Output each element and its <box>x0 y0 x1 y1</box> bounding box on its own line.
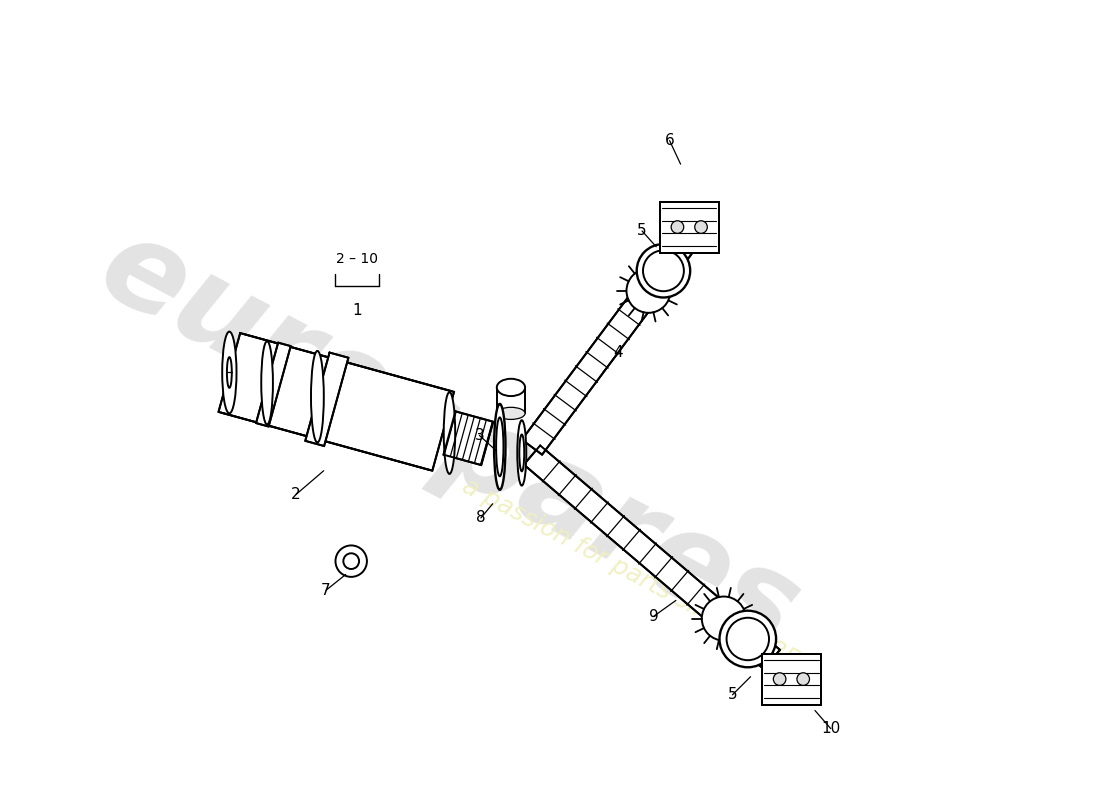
Text: 2 – 10: 2 – 10 <box>336 251 377 266</box>
Ellipse shape <box>497 407 525 419</box>
Text: 4: 4 <box>614 346 624 360</box>
Text: eurospares: eurospares <box>81 206 818 672</box>
Ellipse shape <box>644 250 684 291</box>
Ellipse shape <box>727 618 769 660</box>
Text: 1: 1 <box>352 303 362 318</box>
Ellipse shape <box>695 221 707 234</box>
Text: 7: 7 <box>321 582 331 598</box>
Ellipse shape <box>671 221 684 234</box>
Ellipse shape <box>497 378 525 396</box>
Text: 2: 2 <box>292 487 301 502</box>
Polygon shape <box>762 654 821 705</box>
Text: 10: 10 <box>821 721 840 736</box>
Polygon shape <box>219 333 454 470</box>
Polygon shape <box>306 353 349 446</box>
Polygon shape <box>524 446 780 669</box>
Ellipse shape <box>336 546 367 577</box>
Polygon shape <box>443 411 493 465</box>
Ellipse shape <box>496 418 504 476</box>
Polygon shape <box>660 202 718 253</box>
Ellipse shape <box>517 420 526 486</box>
Polygon shape <box>256 342 290 426</box>
Text: 6: 6 <box>664 133 674 148</box>
Ellipse shape <box>719 610 777 667</box>
Polygon shape <box>521 239 692 454</box>
Text: 5: 5 <box>637 223 647 238</box>
Polygon shape <box>497 387 525 414</box>
Ellipse shape <box>519 434 525 471</box>
Ellipse shape <box>702 597 746 641</box>
Text: a passion for parts since 1985: a passion for parts since 1985 <box>458 474 803 672</box>
Text: 3: 3 <box>474 428 484 443</box>
Text: 9: 9 <box>649 609 659 624</box>
Ellipse shape <box>796 673 810 686</box>
Text: 5: 5 <box>728 687 737 702</box>
Ellipse shape <box>311 351 323 442</box>
Ellipse shape <box>494 404 506 490</box>
Ellipse shape <box>443 392 455 474</box>
Ellipse shape <box>222 332 236 414</box>
Ellipse shape <box>773 673 785 686</box>
Ellipse shape <box>261 341 273 425</box>
Ellipse shape <box>343 554 359 569</box>
Text: 8: 8 <box>476 510 486 526</box>
Ellipse shape <box>627 269 671 313</box>
Ellipse shape <box>227 357 232 388</box>
Ellipse shape <box>637 244 690 298</box>
